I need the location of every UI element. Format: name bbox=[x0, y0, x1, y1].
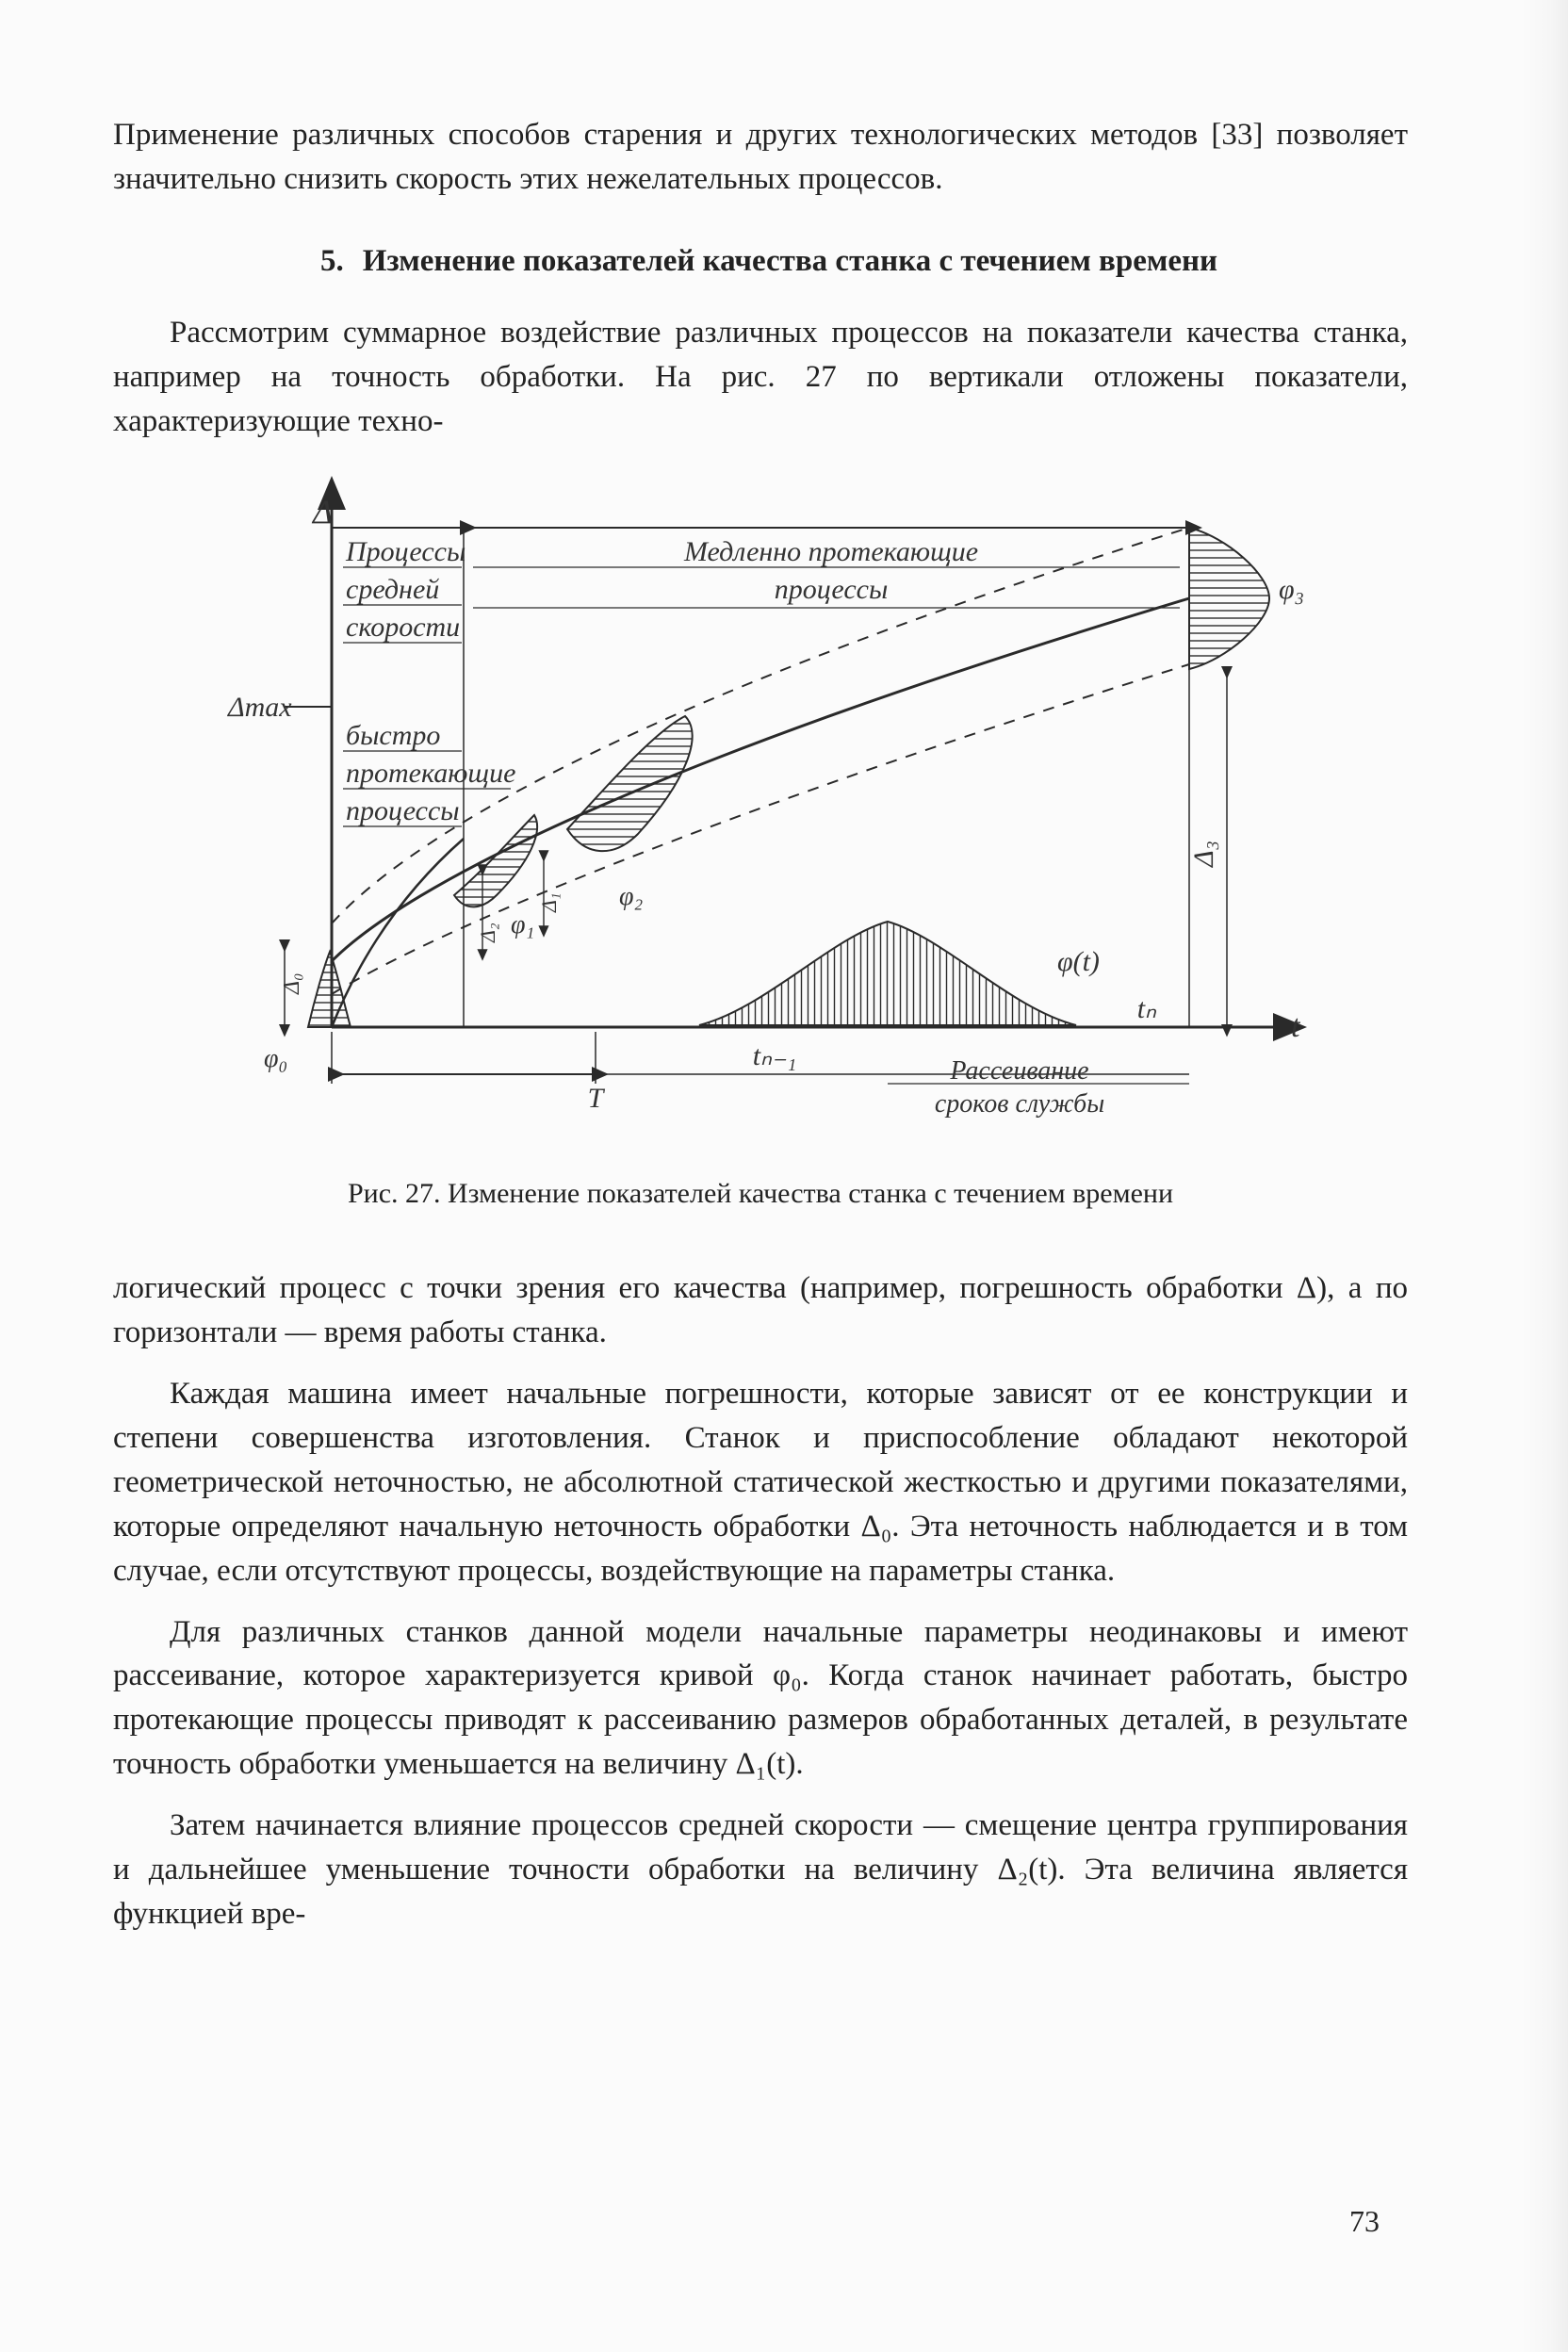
phi3-label: φ₃ bbox=[1279, 574, 1304, 605]
label-mid-speed-3: скорости bbox=[346, 612, 460, 643]
paragraph-6: Затем начинается влияние процессов средн… bbox=[113, 1804, 1408, 1936]
T-label: T bbox=[588, 1083, 606, 1114]
tn-label: tₙ bbox=[1137, 993, 1157, 1024]
delta-max-label: Δmax bbox=[227, 692, 292, 723]
paragraph-5: Для различных станков данной модели нача… bbox=[113, 1610, 1408, 1787]
figure-27: Δ t Δmax Медленно протекающие процессы П… bbox=[113, 471, 1408, 1159]
phi1-hump bbox=[454, 815, 537, 906]
paragraph-3: логический процесс с точки зрения его ка… bbox=[113, 1266, 1408, 1355]
axis-x-label: t bbox=[1291, 1009, 1301, 1044]
phi0-label: φ₀ bbox=[264, 1044, 287, 1073]
paragraph-1: Применение различных способов старения и… bbox=[113, 113, 1408, 202]
scatter-label-1: Рассеивание bbox=[949, 1056, 1088, 1086]
figure-27-caption: Рис. 27. Изменение показателей качества … bbox=[113, 1178, 1408, 1210]
phi1-label: φ₁ bbox=[511, 910, 534, 939]
scatter-label-2: сроков службы bbox=[935, 1089, 1104, 1119]
phi2-label: φ₂ bbox=[619, 882, 643, 911]
d2-label: Δ₂ bbox=[476, 923, 499, 944]
scanned-page: Применение различных способов старения и… bbox=[0, 0, 1568, 2352]
phi-t-hump bbox=[699, 922, 1076, 1025]
label-fast-2: протекающие bbox=[346, 758, 515, 789]
d3-label: Δ₃ bbox=[1188, 841, 1219, 868]
figure-27-svg: Δ t Δmax Медленно протекающие процессы П… bbox=[172, 471, 1349, 1159]
d0-label: Δ₀ bbox=[280, 973, 304, 995]
d1-label: Δ₁ bbox=[537, 893, 561, 914]
tn1-label: tₙ₋₁ bbox=[753, 1040, 797, 1071]
paragraph-4: Каждая машина имеет начальные погрешност… bbox=[113, 1372, 1408, 1592]
curve-fast-steep bbox=[332, 839, 464, 1027]
axis-y-label: Δ bbox=[311, 493, 333, 531]
scan-edge-shadow bbox=[1521, 0, 1568, 2352]
label-slow-processes-1: Медленно протекающие bbox=[683, 536, 978, 567]
section-title-text: Изменение показателей качества станка с … bbox=[363, 239, 1408, 283]
phi0-hump bbox=[308, 952, 351, 1027]
label-fast-1: быстро bbox=[346, 720, 440, 751]
paragraph-2: Рассмотрим суммарное воздействие различн… bbox=[113, 311, 1408, 444]
phi-t-label: φ(t) bbox=[1057, 946, 1100, 977]
page-number: 73 bbox=[1349, 2204, 1380, 2239]
label-mid-speed-1: Процессы bbox=[345, 536, 466, 567]
label-mid-speed-2: средней bbox=[346, 574, 439, 605]
section-number: 5. bbox=[320, 239, 344, 283]
curve-lower-dashed bbox=[332, 664, 1189, 994]
label-slow-processes-2: процессы bbox=[775, 574, 889, 605]
label-fast-3: процессы bbox=[346, 795, 460, 826]
curve-upper-dashed bbox=[332, 528, 1189, 923]
phi3-hump bbox=[1189, 528, 1269, 669]
section-heading: 5. Изменение показателей качества станка… bbox=[320, 239, 1408, 283]
